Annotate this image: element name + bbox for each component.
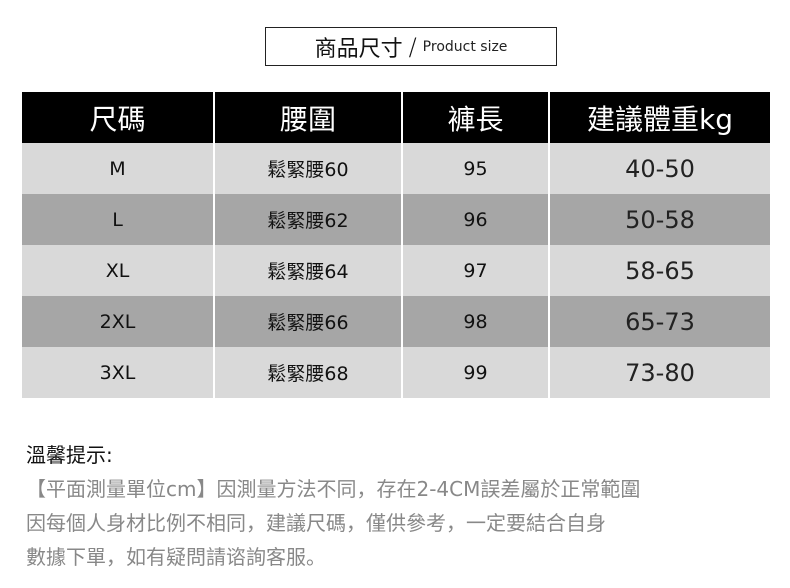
header-size: 尺碼 (22, 92, 214, 143)
cell-weight: 65-73 (548, 296, 770, 347)
cell-length: 96 (401, 194, 549, 245)
cell-length: 99 (401, 347, 549, 398)
table-header-row: 尺碼 腰圍 褲長 建議體重kg (22, 92, 770, 143)
notes-line: 【平面測量單位cm】因測量方法不同，存在2-4CM誤差屬於正常範圍 (26, 477, 641, 501)
cell-weight: 73-80 (548, 347, 770, 398)
cell-waist: 鬆緊腰60 (213, 143, 402, 194)
title-separator: / (408, 32, 417, 61)
cell-length: 98 (401, 296, 549, 347)
notes-heading: 溫馨提示: (26, 443, 113, 467)
size-chart-title: 商品尺寸 / Product size (265, 27, 557, 66)
table-row: M 鬆緊腰60 95 40-50 (22, 143, 770, 194)
header-weight: 建議體重kg (548, 92, 770, 143)
size-table: 尺碼 腰圍 褲長 建議體重kg M 鬆緊腰60 95 40-50 L 鬆緊腰62 96 50-… (22, 92, 770, 398)
cell-waist: 鬆緊腰62 (213, 194, 402, 245)
title-zh: 商品尺寸 (314, 36, 403, 62)
cell-size: L (22, 194, 214, 245)
cell-size: 3XL (22, 347, 214, 398)
cell-weight: 58-65 (548, 245, 770, 296)
cell-size: M (22, 143, 214, 194)
cell-length: 95 (401, 143, 549, 194)
table-row: L 鬆緊腰62 96 50-58 (22, 194, 770, 245)
header-waist: 腰圍 (213, 92, 402, 143)
table-row: 3XL 鬆緊腰68 99 73-80 (22, 347, 770, 398)
header-length: 褲長 (401, 92, 549, 143)
notes-line: 數據下單，如有疑問請谘詢客服。 (26, 545, 326, 569)
table-row: XL 鬆緊腰64 97 58-65 (22, 245, 770, 296)
title-en: Product size (422, 38, 508, 55)
notes-line: 因每個人身材比例不相同，建議尺碼，僅供參考，一定要結合自身 (26, 511, 606, 535)
cell-size: 2XL (22, 296, 214, 347)
cell-waist: 鬆緊腰64 (213, 245, 402, 296)
cell-weight: 40-50 (548, 143, 770, 194)
cell-waist: 鬆緊腰68 (213, 347, 402, 398)
cell-size: XL (22, 245, 214, 296)
cell-length: 97 (401, 245, 549, 296)
cell-weight: 50-58 (548, 194, 770, 245)
table-row: 2XL 鬆緊腰66 98 65-73 (22, 296, 770, 347)
notes: 溫馨提示: 【平面測量單位cm】因測量方法不同，存在2-4CM誤差屬於正常範圍 … (26, 438, 640, 574)
cell-waist: 鬆緊腰66 (213, 296, 402, 347)
